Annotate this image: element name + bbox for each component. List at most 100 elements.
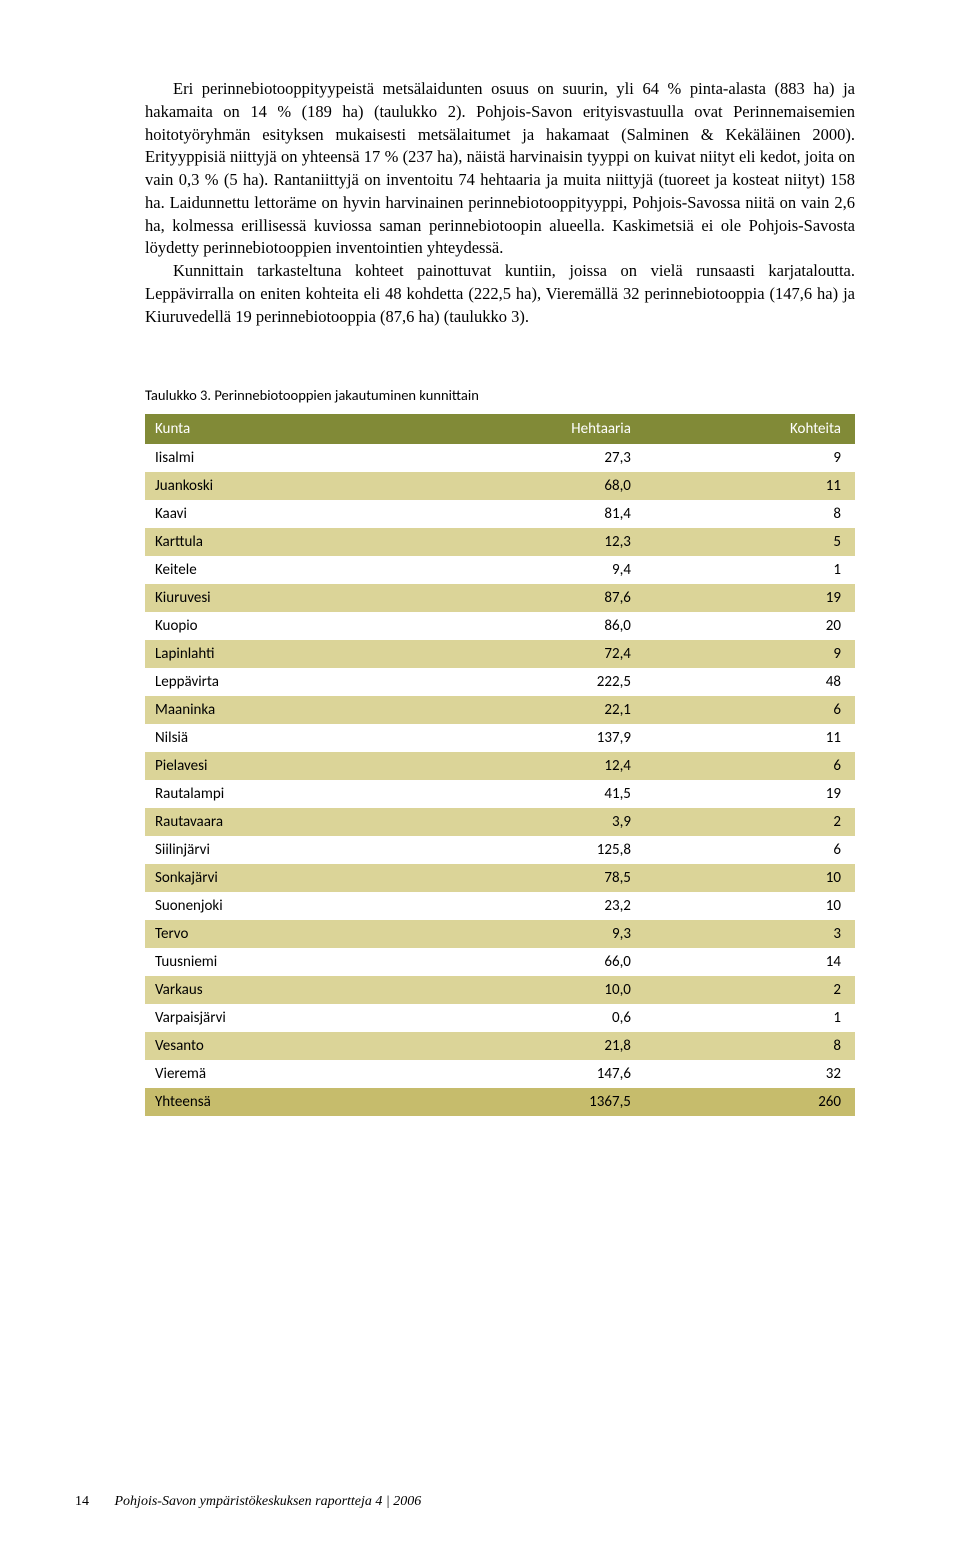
table-row: Varkaus10,02 [145,976,855,1004]
cell-kunta: Iisalmi [145,444,411,472]
cell-hehtaaria: 41,5 [411,780,645,808]
cell-kohteita: 2 [645,808,855,836]
cell-kunta: Rautalampi [145,780,411,808]
cell-kohteita: 6 [645,752,855,780]
table-row: Leppävirta222,548 [145,668,855,696]
cell-kohteita: 19 [645,584,855,612]
cell-kunta: Vieremä [145,1060,411,1088]
cell-kunta: Juankoski [145,472,411,500]
cell-kunta: Varpaisjärvi [145,1004,411,1032]
cell-kunta: Leppävirta [145,668,411,696]
cell-hehtaaria: 9,3 [411,920,645,948]
col-hehtaaria: Hehtaaria [411,414,645,444]
table-row: Sonkajärvi78,510 [145,864,855,892]
cell-kohteita: 5 [645,528,855,556]
cell-kunta: Rautavaara [145,808,411,836]
cell-hehtaaria: 68,0 [411,472,645,500]
cell-hehtaaria: 12,3 [411,528,645,556]
table-row: Keitele9,41 [145,556,855,584]
cell-kohteita: 10 [645,864,855,892]
cell-kunta: Karttula [145,528,411,556]
cell-hehtaaria: 72,4 [411,640,645,668]
cell-kunta: Maaninka [145,696,411,724]
table-row: Juankoski68,011 [145,472,855,500]
cell-kunta: Suonenjoki [145,892,411,920]
paragraph-2: Kunnittain tarkasteltuna kohteet painott… [145,260,855,328]
cell-hehtaaria: 147,6 [411,1060,645,1088]
cell-kohteita: 1 [645,1004,855,1032]
table-row: Tervo9,33 [145,920,855,948]
table-row: Maaninka22,16 [145,696,855,724]
cell-kohteita: 20 [645,612,855,640]
table-row: Kuopio86,020 [145,612,855,640]
cell-kohteita: 2 [645,976,855,1004]
cell-hehtaaria: 3,9 [411,808,645,836]
table-row: Nilsiä137,911 [145,724,855,752]
table-row: Suonenjoki23,210 [145,892,855,920]
cell-hehtaaria: 9,4 [411,556,645,584]
data-table: Kunta Hehtaaria Kohteita Iisalmi27,39Jua… [145,414,855,1116]
cell-kunta: Vesanto [145,1032,411,1060]
cell-kohteita: 3 [645,920,855,948]
cell-kunta: Nilsiä [145,724,411,752]
cell-kunta: Tervo [145,920,411,948]
page: Eri perinnebiotooppityypeistä metsälaidu… [0,0,960,1550]
cell-total-label: Yhteensä [145,1088,411,1116]
cell-kohteita: 11 [645,472,855,500]
table-row: Rautalampi41,519 [145,780,855,808]
cell-kunta: Kuopio [145,612,411,640]
cell-kohteita: 19 [645,780,855,808]
cell-hehtaaria: 23,2 [411,892,645,920]
cell-kohteita: 32 [645,1060,855,1088]
table-row: Siilinjärvi125,86 [145,836,855,864]
cell-hehtaaria: 21,8 [411,1032,645,1060]
table-row: Vieremä147,632 [145,1060,855,1088]
table-row: Tuusniemi66,014 [145,948,855,976]
cell-hehtaaria: 0,6 [411,1004,645,1032]
cell-kohteita: 6 [645,696,855,724]
table-header-row: Kunta Hehtaaria Kohteita [145,414,855,444]
table-row: Karttula12,35 [145,528,855,556]
cell-hehtaaria: 22,1 [411,696,645,724]
publication-title: Pohjois-Savon ympäristökeskuksen raportt… [115,1494,422,1509]
table-row: Iisalmi27,39 [145,444,855,472]
table-row: Lapinlahti72,49 [145,640,855,668]
cell-hehtaaria: 86,0 [411,612,645,640]
cell-kunta: Sonkajärvi [145,864,411,892]
cell-hehtaaria: 66,0 [411,948,645,976]
cell-hehtaaria: 222,5 [411,668,645,696]
cell-hehtaaria: 87,6 [411,584,645,612]
col-kohteita: Kohteita [645,414,855,444]
table-row: Vesanto21,88 [145,1032,855,1060]
cell-hehtaaria: 81,4 [411,500,645,528]
body-text: Eri perinnebiotooppityypeistä metsälaidu… [145,78,855,328]
cell-kohteita: 48 [645,668,855,696]
table-total-row: Yhteensä1367,5260 [145,1088,855,1116]
page-footer: 14 Pohjois-Savon ympäristökeskuksen rapo… [75,1494,421,1510]
cell-kohteita: 11 [645,724,855,752]
cell-hehtaaria: 137,9 [411,724,645,752]
paragraph-1: Eri perinnebiotooppityypeistä metsälaidu… [145,78,855,260]
cell-kunta: Pielavesi [145,752,411,780]
cell-kohteita: 10 [645,892,855,920]
cell-kohteita: 9 [645,444,855,472]
cell-kunta: Tuusniemi [145,948,411,976]
cell-kunta: Varkaus [145,976,411,1004]
cell-kohteita: 14 [645,948,855,976]
cell-hehtaaria: 78,5 [411,864,645,892]
cell-hehtaaria: 10,0 [411,976,645,1004]
cell-hehtaaria: 12,4 [411,752,645,780]
cell-total-k: 260 [645,1088,855,1116]
cell-kohteita: 1 [645,556,855,584]
cell-kohteita: 8 [645,1032,855,1060]
cell-hehtaaria: 125,8 [411,836,645,864]
cell-kunta: Keitele [145,556,411,584]
cell-kohteita: 6 [645,836,855,864]
cell-total-ha: 1367,5 [411,1088,645,1116]
cell-kunta: Lapinlahti [145,640,411,668]
table-row: Rautavaara3,92 [145,808,855,836]
cell-hehtaaria: 27,3 [411,444,645,472]
table-caption: Taulukko 3. Perinnebiotooppien jakautumi… [145,386,855,404]
cell-kunta: Kaavi [145,500,411,528]
table-row: Kiuruvesi87,619 [145,584,855,612]
